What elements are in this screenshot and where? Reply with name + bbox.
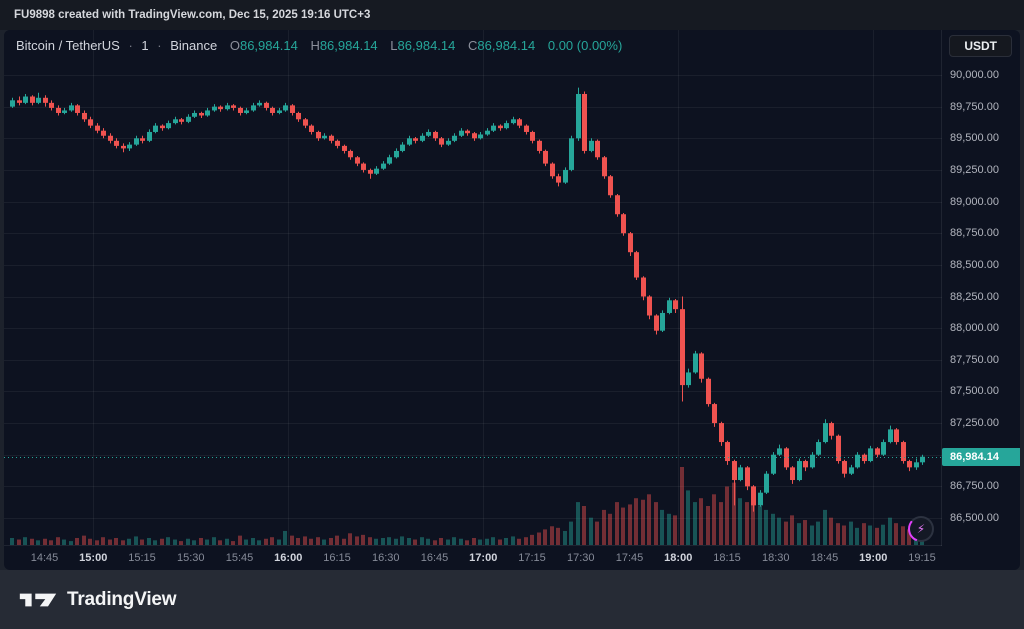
separator-dot: · <box>157 38 162 53</box>
time-axis[interactable]: 14:45 15:00 15:15 15:30 15:45 16:00 16:15 16:30… <box>4 545 942 570</box>
currency-toggle-button[interactable]: USDT <box>949 35 1012 57</box>
attribution-bar: FU9898 created with TradingView.com, Dec… <box>0 0 1024 30</box>
time-tick: 18:15 <box>713 552 741 564</box>
price-tick: 87,750.00 <box>950 353 999 366</box>
exchange-name[interactable]: Binance <box>170 38 218 53</box>
separator-dot: · <box>128 38 133 53</box>
time-tick: 18:30 <box>761 552 790 564</box>
time-tick: 16:30 <box>371 552 400 564</box>
price-tick: 89,250.00 <box>950 163 999 176</box>
time-tick: 17:00 <box>469 552 498 564</box>
interval-value[interactable]: 1 <box>141 38 149 53</box>
price-tick: 89,750.00 <box>950 100 999 113</box>
change-value: 0.00 (0.00%) <box>547 38 623 53</box>
price-tick: 89,500.00 <box>950 132 999 145</box>
symbol-title[interactable]: Bitcoin / TetherUS <box>16 38 120 53</box>
time-tick: 17:45 <box>615 552 644 564</box>
current-price-label: 86,984.14 <box>942 447 1020 466</box>
candlestick-chart[interactable] <box>4 30 942 546</box>
footer-bar: TradingView <box>0 570 1024 629</box>
time-tick: 14:45 <box>30 552 59 564</box>
tradingview-logo-text: TradingView <box>67 588 177 610</box>
time-tick: 16:00 <box>274 552 303 564</box>
time-tick: 17:30 <box>566 552 595 564</box>
price-tick: 88,000.00 <box>950 322 999 335</box>
time-tick: 18:45 <box>810 552 839 564</box>
time-tick: 15:45 <box>225 552 254 564</box>
price-tick: 88,500.00 <box>950 258 999 271</box>
price-tick: 88,750.00 <box>950 227 999 240</box>
time-tick: 18:00 <box>664 552 693 564</box>
chart-panel: Bitcoin / TetherUS · 1 · Binance O86,984… <box>4 30 1020 570</box>
price-axis[interactable]: 90,000.00 89,750.00 89,500.00 89,250.00 89,0… <box>941 30 1020 546</box>
time-tick: 15:30 <box>176 552 205 564</box>
time-tick: 19:00 <box>859 552 888 564</box>
price-tick: 89,000.00 <box>950 195 999 208</box>
price-tick: 86,500.00 <box>950 512 999 524</box>
time-tick: 17:15 <box>518 552 546 564</box>
open-value: O86,984.14 <box>229 38 298 53</box>
price-tick: 87,500.00 <box>950 385 999 398</box>
price-tick: 88,250.00 <box>950 290 999 303</box>
lightning-icon: ⚡ <box>916 522 926 536</box>
price-tick: 86,750.00 <box>950 480 999 493</box>
price-tick: 90,000.00 <box>950 69 999 81</box>
time-tick: 16:45 <box>420 552 449 564</box>
tradingview-logo[interactable]: TradingView <box>18 587 177 613</box>
boost-button[interactable]: ⚡ <box>908 516 934 542</box>
time-tick: 15:15 <box>128 552 156 564</box>
chart-header: Bitcoin / TetherUS · 1 · Binance O86,984… <box>16 38 622 53</box>
price-tick: 87,250.00 <box>950 417 999 430</box>
low-value: L86,984.14 <box>390 38 456 53</box>
time-tick: 15:00 <box>79 552 108 564</box>
tradingview-logo-mark <box>19 593 57 606</box>
time-tick: 16:15 <box>323 552 351 564</box>
time-tick: 19:15 <box>908 552 936 564</box>
attribution-text: FU9898 created with TradingView.com, Dec… <box>14 9 371 21</box>
high-value: H86,984.14 <box>310 38 378 53</box>
close-value: C86,984.14 <box>468 38 536 53</box>
